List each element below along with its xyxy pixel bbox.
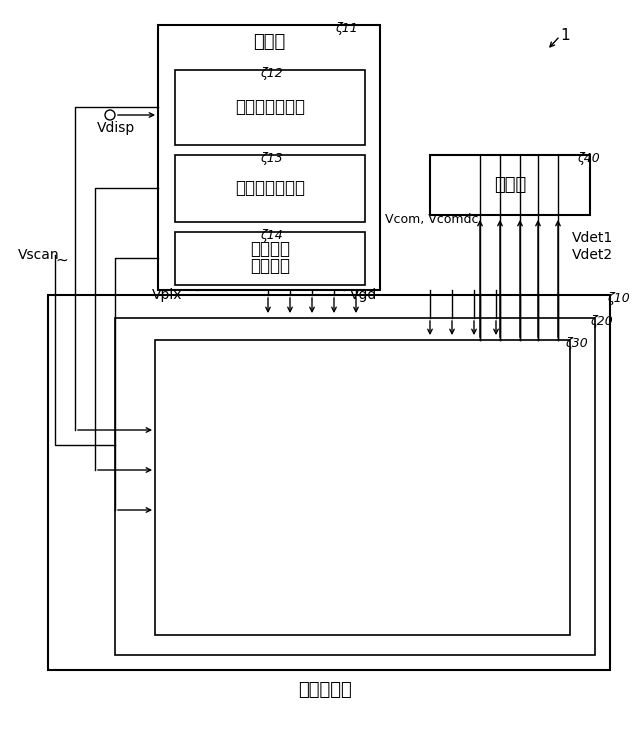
Bar (155, 340, 570, 635)
Text: 制御部: 制御部 (253, 33, 285, 51)
Text: ζ40: ζ40 (577, 152, 600, 165)
Text: ζ30: ζ30 (565, 337, 588, 350)
Text: ~: ~ (189, 283, 202, 297)
Text: ζ10: ζ10 (607, 292, 630, 305)
Text: 1: 1 (560, 28, 570, 43)
Bar (48, 295, 610, 670)
Bar (430, 155, 590, 215)
Text: Vcom, Vcomdc: Vcom, Vcomdc (385, 213, 479, 227)
Text: ドライバ: ドライバ (250, 257, 290, 275)
Bar (175, 232, 365, 285)
Text: ζ12: ζ12 (260, 67, 283, 80)
Bar (158, 25, 380, 290)
Circle shape (105, 110, 115, 120)
Text: ζ13: ζ13 (260, 152, 283, 165)
Text: ~: ~ (56, 252, 68, 267)
Text: 検出部: 検出部 (494, 176, 526, 194)
Text: ζ11: ζ11 (335, 22, 358, 35)
Text: 駆動電極: 駆動電極 (250, 240, 290, 258)
Text: ζ14: ζ14 (260, 229, 283, 242)
Text: ~: ~ (335, 283, 348, 297)
Text: ゲートドライバ: ゲートドライバ (235, 98, 305, 116)
Text: 表示パネル: 表示パネル (298, 681, 352, 699)
Text: Vdisp: Vdisp (97, 121, 135, 135)
Text: Vpix: Vpix (152, 288, 182, 302)
Text: Vdet2: Vdet2 (572, 248, 613, 262)
Text: ソースドライバ: ソースドライバ (235, 179, 305, 197)
Text: Vscan: Vscan (18, 248, 60, 262)
Text: Vdet1: Vdet1 (572, 231, 613, 245)
Bar (175, 155, 365, 222)
Text: Vgd: Vgd (350, 288, 377, 302)
Bar (115, 318, 595, 655)
Bar (175, 70, 365, 145)
Text: ζ20: ζ20 (590, 315, 612, 328)
